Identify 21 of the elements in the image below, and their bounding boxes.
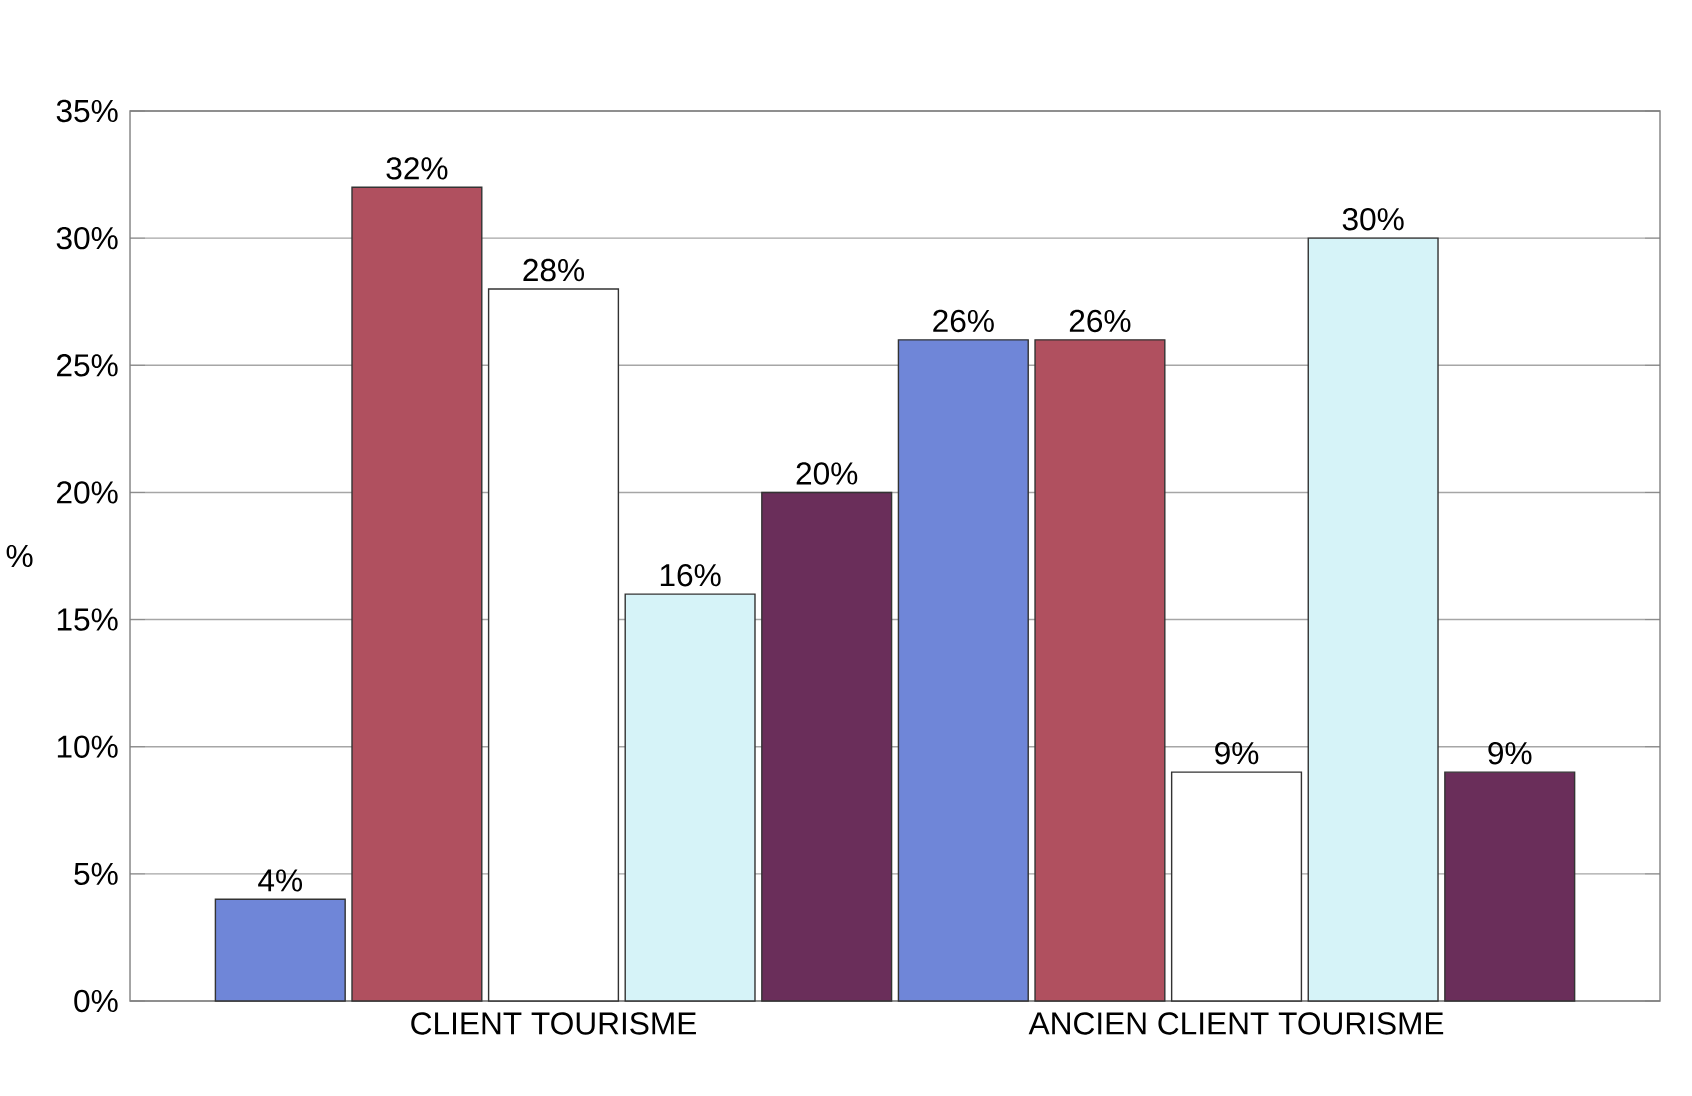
y-tick-label: 15% [57,608,118,631]
x-tick-label: CLIENT TOURISME [411,1012,696,1035]
x-tick-label: ANCIEN CLIENT TOURISME [1028,1012,1444,1035]
y-tick-label: 20% [57,481,118,504]
y-tick-label: 25% [57,354,118,377]
data-label: 16% [660,564,721,587]
data-label: 28% [523,258,585,282]
data-label: 20% [796,462,858,485]
data-label: 32% [386,157,448,180]
y-axis-title: % [6,544,33,568]
data-label: 30% [1342,208,1404,231]
data-label: 26% [1069,309,1131,333]
data-label: 26% [933,309,994,333]
y-tick-label: 10% [57,735,118,758]
y-tick-label: 30% [56,226,118,250]
data-label: 9% [1488,742,1532,765]
data-label: 4% [258,869,303,892]
y-tick-label: 35% [56,99,118,123]
y-tick-label: 5% [74,862,118,886]
data-label: 9% [1215,742,1259,765]
y-tick-label: 0% [74,989,118,1013]
